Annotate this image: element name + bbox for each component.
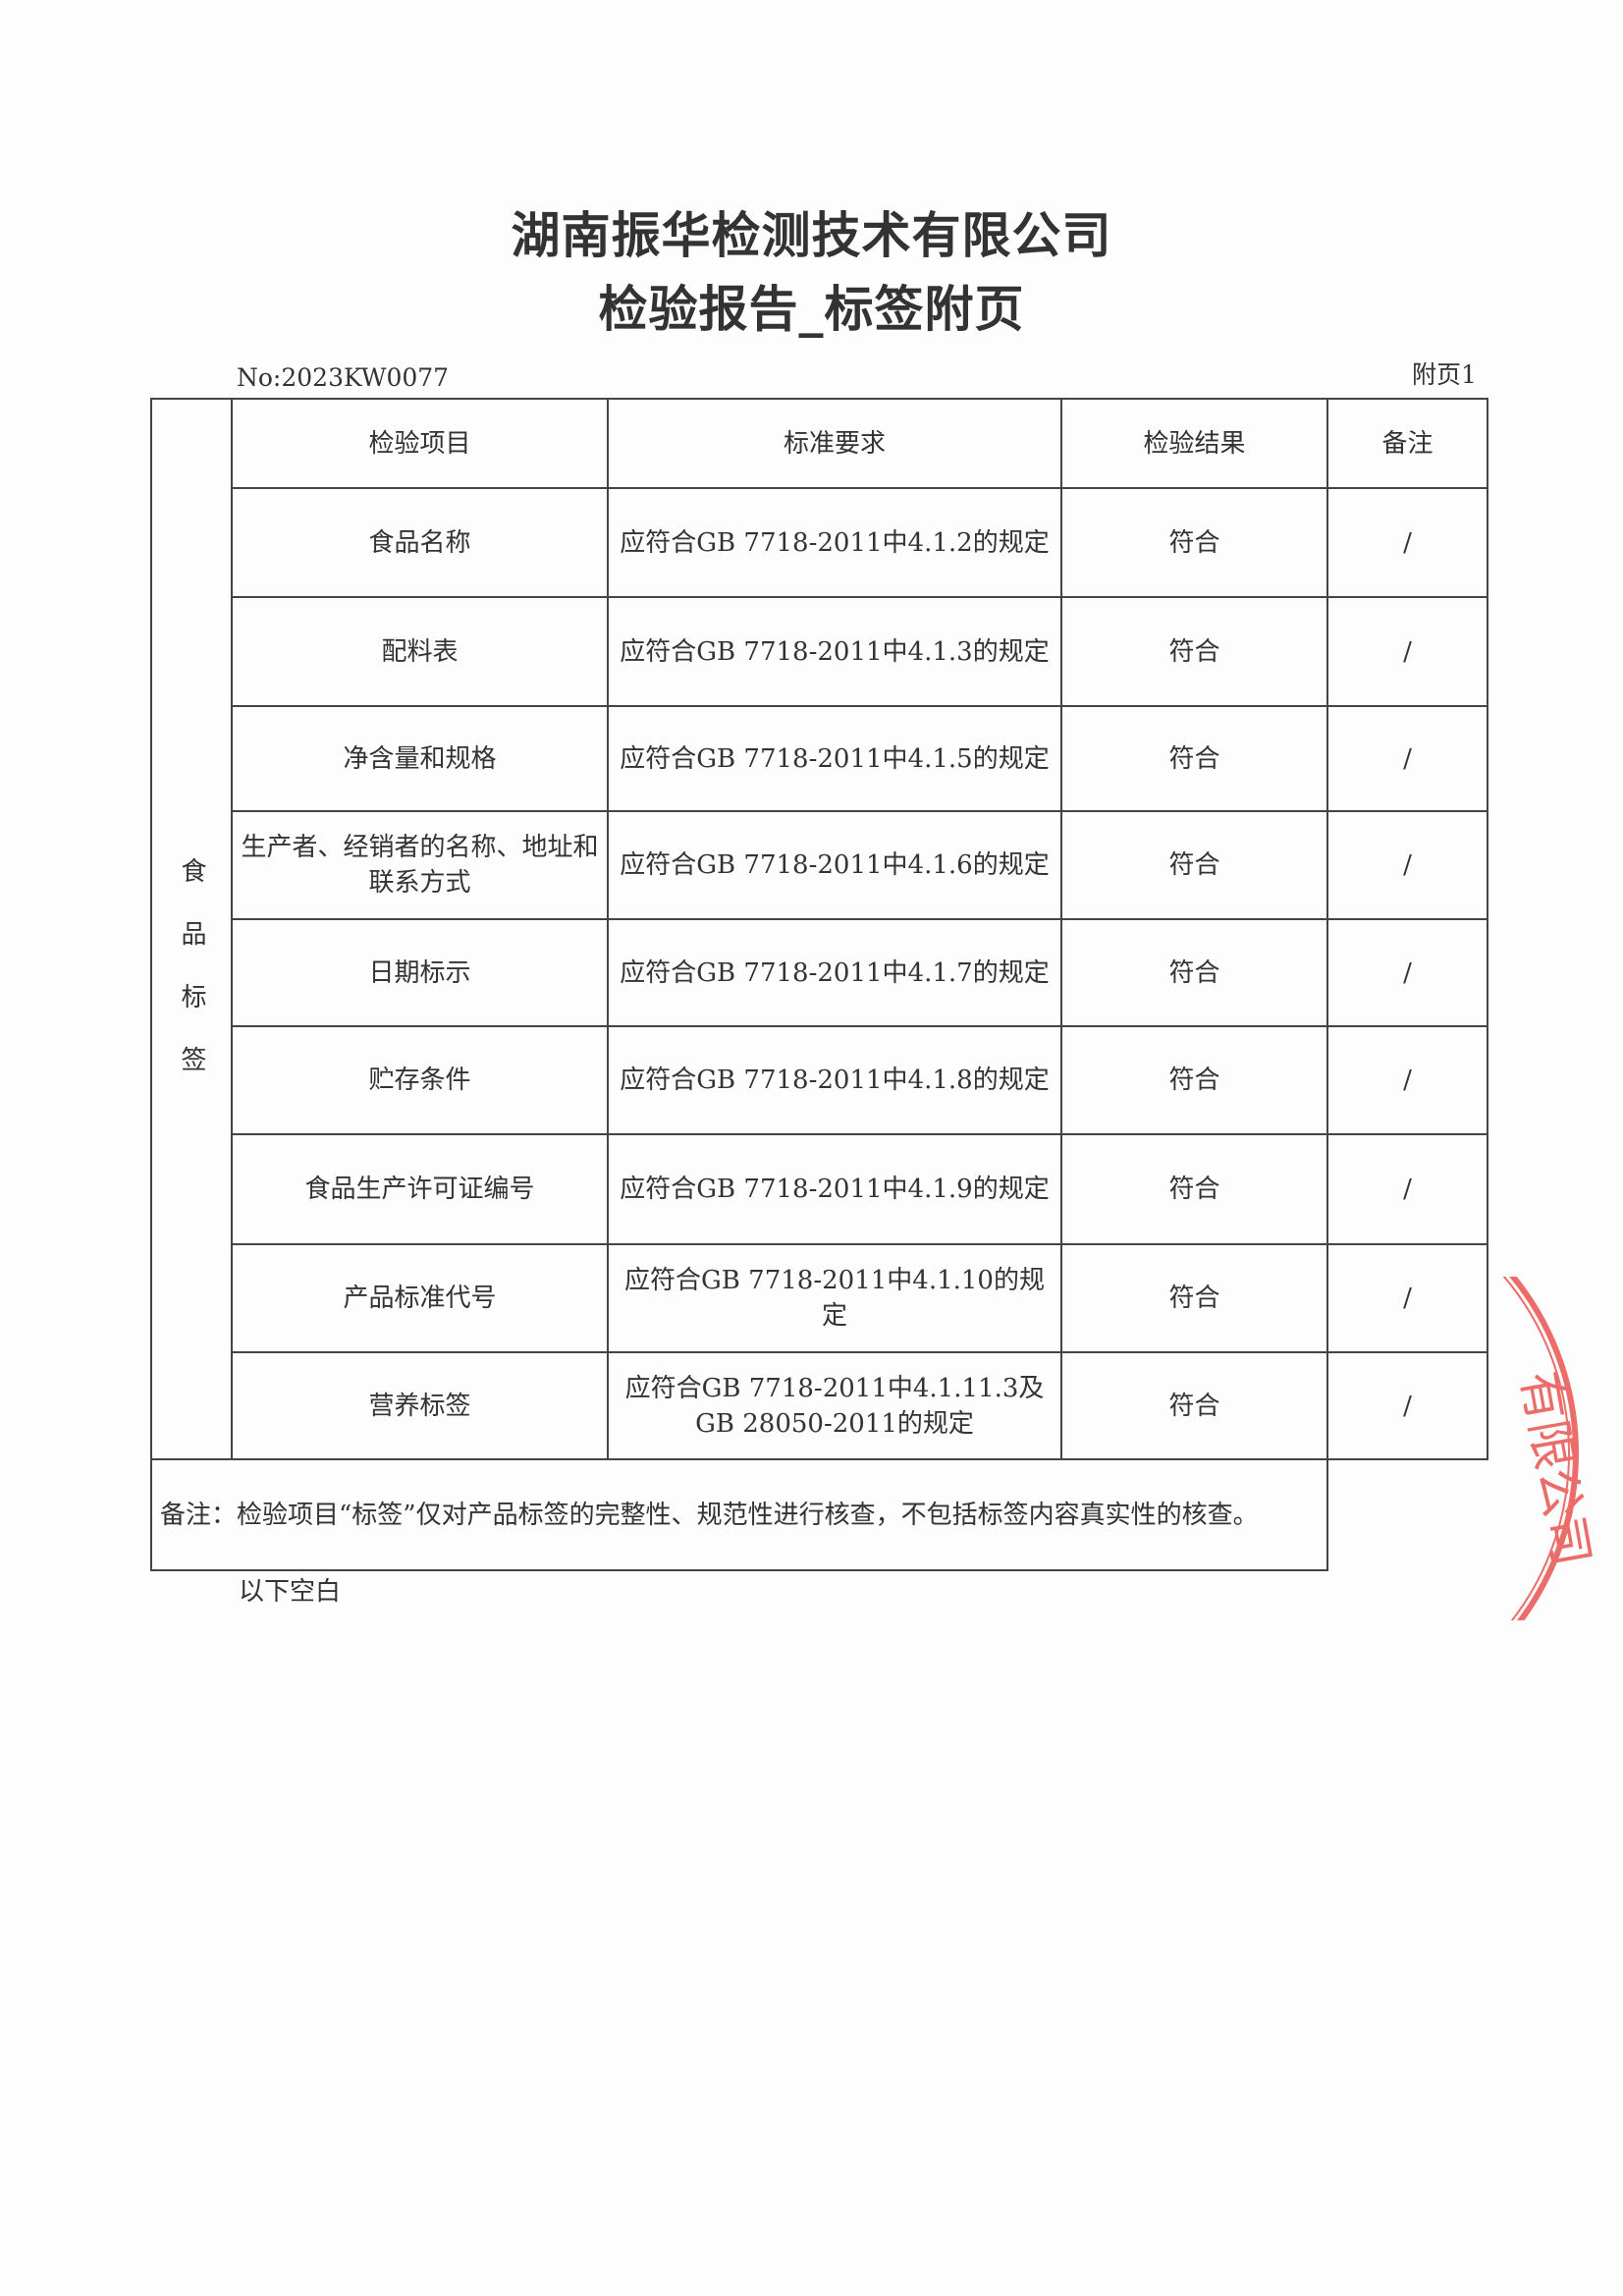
group-label-cell: 食品标签 <box>150 398 233 1460</box>
remark-cell: / <box>1326 1133 1488 1245</box>
remark-cell: / <box>1326 1243 1488 1353</box>
remark-cell: / <box>1326 1351 1488 1460</box>
item-cell: 食品名称 <box>231 487 609 598</box>
table-header-row: 食品标签 检验项目 标准要求 检验结果 备注 <box>150 398 1488 1460</box>
item-cell: 产品标准代号 <box>231 1243 609 1353</box>
report-title: 检验报告_标签附页 <box>598 281 1025 338</box>
result-cell: 符合 <box>1060 487 1328 598</box>
remark-cell: / <box>1326 705 1488 812</box>
page-label: 附页1 <box>1412 360 1477 389</box>
table-row: 产品标准代号 应符合GB 7718-2011中4.1.10的规定 符合 / <box>151 1243 1488 1353</box>
report-number: No:2023KW0077 <box>237 363 450 392</box>
requirement-cell: 应符合GB 7718-2011中4.1.5的规定 <box>607 705 1062 812</box>
column-header: 检验项目 <box>231 398 609 489</box>
requirement-cell: 应符合GB 7718-2011中4.1.2的规定 <box>607 487 1062 598</box>
result-cell: 符合 <box>1060 1133 1328 1245</box>
item-cell: 净含量和规格 <box>231 705 609 812</box>
remark-cell: / <box>1326 918 1488 1027</box>
group-label: 食品标签 <box>177 857 206 1109</box>
item-cell: 日期标示 <box>231 918 609 1027</box>
column-header: 检验结果 <box>1060 398 1328 489</box>
table-row: 营养标签 应符合GB 7718-2011中4.1.11.3及GB 28050-20… <box>151 1351 1488 1460</box>
remark-cell: / <box>1326 810 1488 920</box>
table-row: 食品名称 应符合GB 7718-2011中4.1.2的规定 符合 / <box>151 487 1488 598</box>
table-row: 食品生产许可证编号 应符合GB 7718-2011中4.1.9的规定 符合 / <box>151 1133 1488 1245</box>
table-row: 净含量和规格 应符合GB 7718-2011中4.1.5的规定 符合 / <box>151 705 1488 812</box>
inspection-table: 食品标签 检验项目 标准要求 检验结果 备注 食品名称 应符合GB 7718-20… <box>150 398 1488 1571</box>
remark-cell: / <box>1326 487 1488 598</box>
item-cell: 营养标签 <box>231 1351 609 1460</box>
item-cell: 食品生产许可证编号 <box>231 1133 609 1245</box>
requirement-cell: 应符合GB 7718-2011中4.1.3的规定 <box>607 596 1062 707</box>
requirement-cell: 应符合GB 7718-2011中4.1.10的规定 <box>607 1243 1062 1353</box>
column-header: 备注 <box>1326 398 1488 489</box>
result-cell: 符合 <box>1060 1243 1328 1353</box>
item-cell: 配料表 <box>231 596 609 707</box>
result-cell: 符合 <box>1060 705 1328 812</box>
remark-cell: / <box>1326 596 1488 707</box>
blank-below-text: 以下空白 <box>239 1577 342 1607</box>
requirement-cell: 应符合GB 7718-2011中4.1.6的规定 <box>607 810 1062 920</box>
requirement-cell: 应符合GB 7718-2011中4.1.9的规定 <box>607 1133 1062 1245</box>
item-cell: 生产者、经销者的名称、地址和联系方式 <box>231 810 609 920</box>
requirement-cell: 应符合GB 7718-2011中4.1.11.3及GB 28050-2011的规… <box>607 1351 1062 1460</box>
result-cell: 符合 <box>1060 918 1328 1027</box>
svg-text:有限公司: 有限公司 <box>1510 1367 1600 1570</box>
table-row: 贮存条件 应符合GB 7718-2011中4.1.8的规定 符合 / <box>151 1025 1488 1135</box>
result-cell: 符合 <box>1060 596 1328 707</box>
note-row: 备注：检验项目“标签”仅对产品标签的完整性、规范性进行核查，不包括标签内容真实性… <box>150 1458 1488 1571</box>
company-title: 湖南振华检测技术有限公司 <box>511 207 1112 264</box>
result-cell: 符合 <box>1060 1025 1328 1135</box>
table-row: 生产者、经销者的名称、地址和联系方式 应符合GB 7718-2011中4.1.6的… <box>151 810 1488 920</box>
item-cell: 贮存条件 <box>231 1025 609 1135</box>
result-cell: 符合 <box>1060 1351 1328 1460</box>
requirement-cell: 应符合GB 7718-2011中4.1.7的规定 <box>607 918 1062 1027</box>
remark-cell: / <box>1326 1025 1488 1135</box>
table-row: 配料表 应符合GB 7718-2011中4.1.3的规定 符合 / <box>151 596 1488 707</box>
requirement-cell: 应符合GB 7718-2011中4.1.8的规定 <box>607 1025 1062 1135</box>
table-row: 日期标示 应符合GB 7718-2011中4.1.7的规定 符合 / <box>151 918 1488 1027</box>
result-cell: 符合 <box>1060 810 1328 920</box>
note-text: 备注：检验项目“标签”仅对产品标签的完整性、规范性进行核查，不包括标签内容真实性… <box>150 1458 1328 1571</box>
column-header: 标准要求 <box>607 398 1062 489</box>
